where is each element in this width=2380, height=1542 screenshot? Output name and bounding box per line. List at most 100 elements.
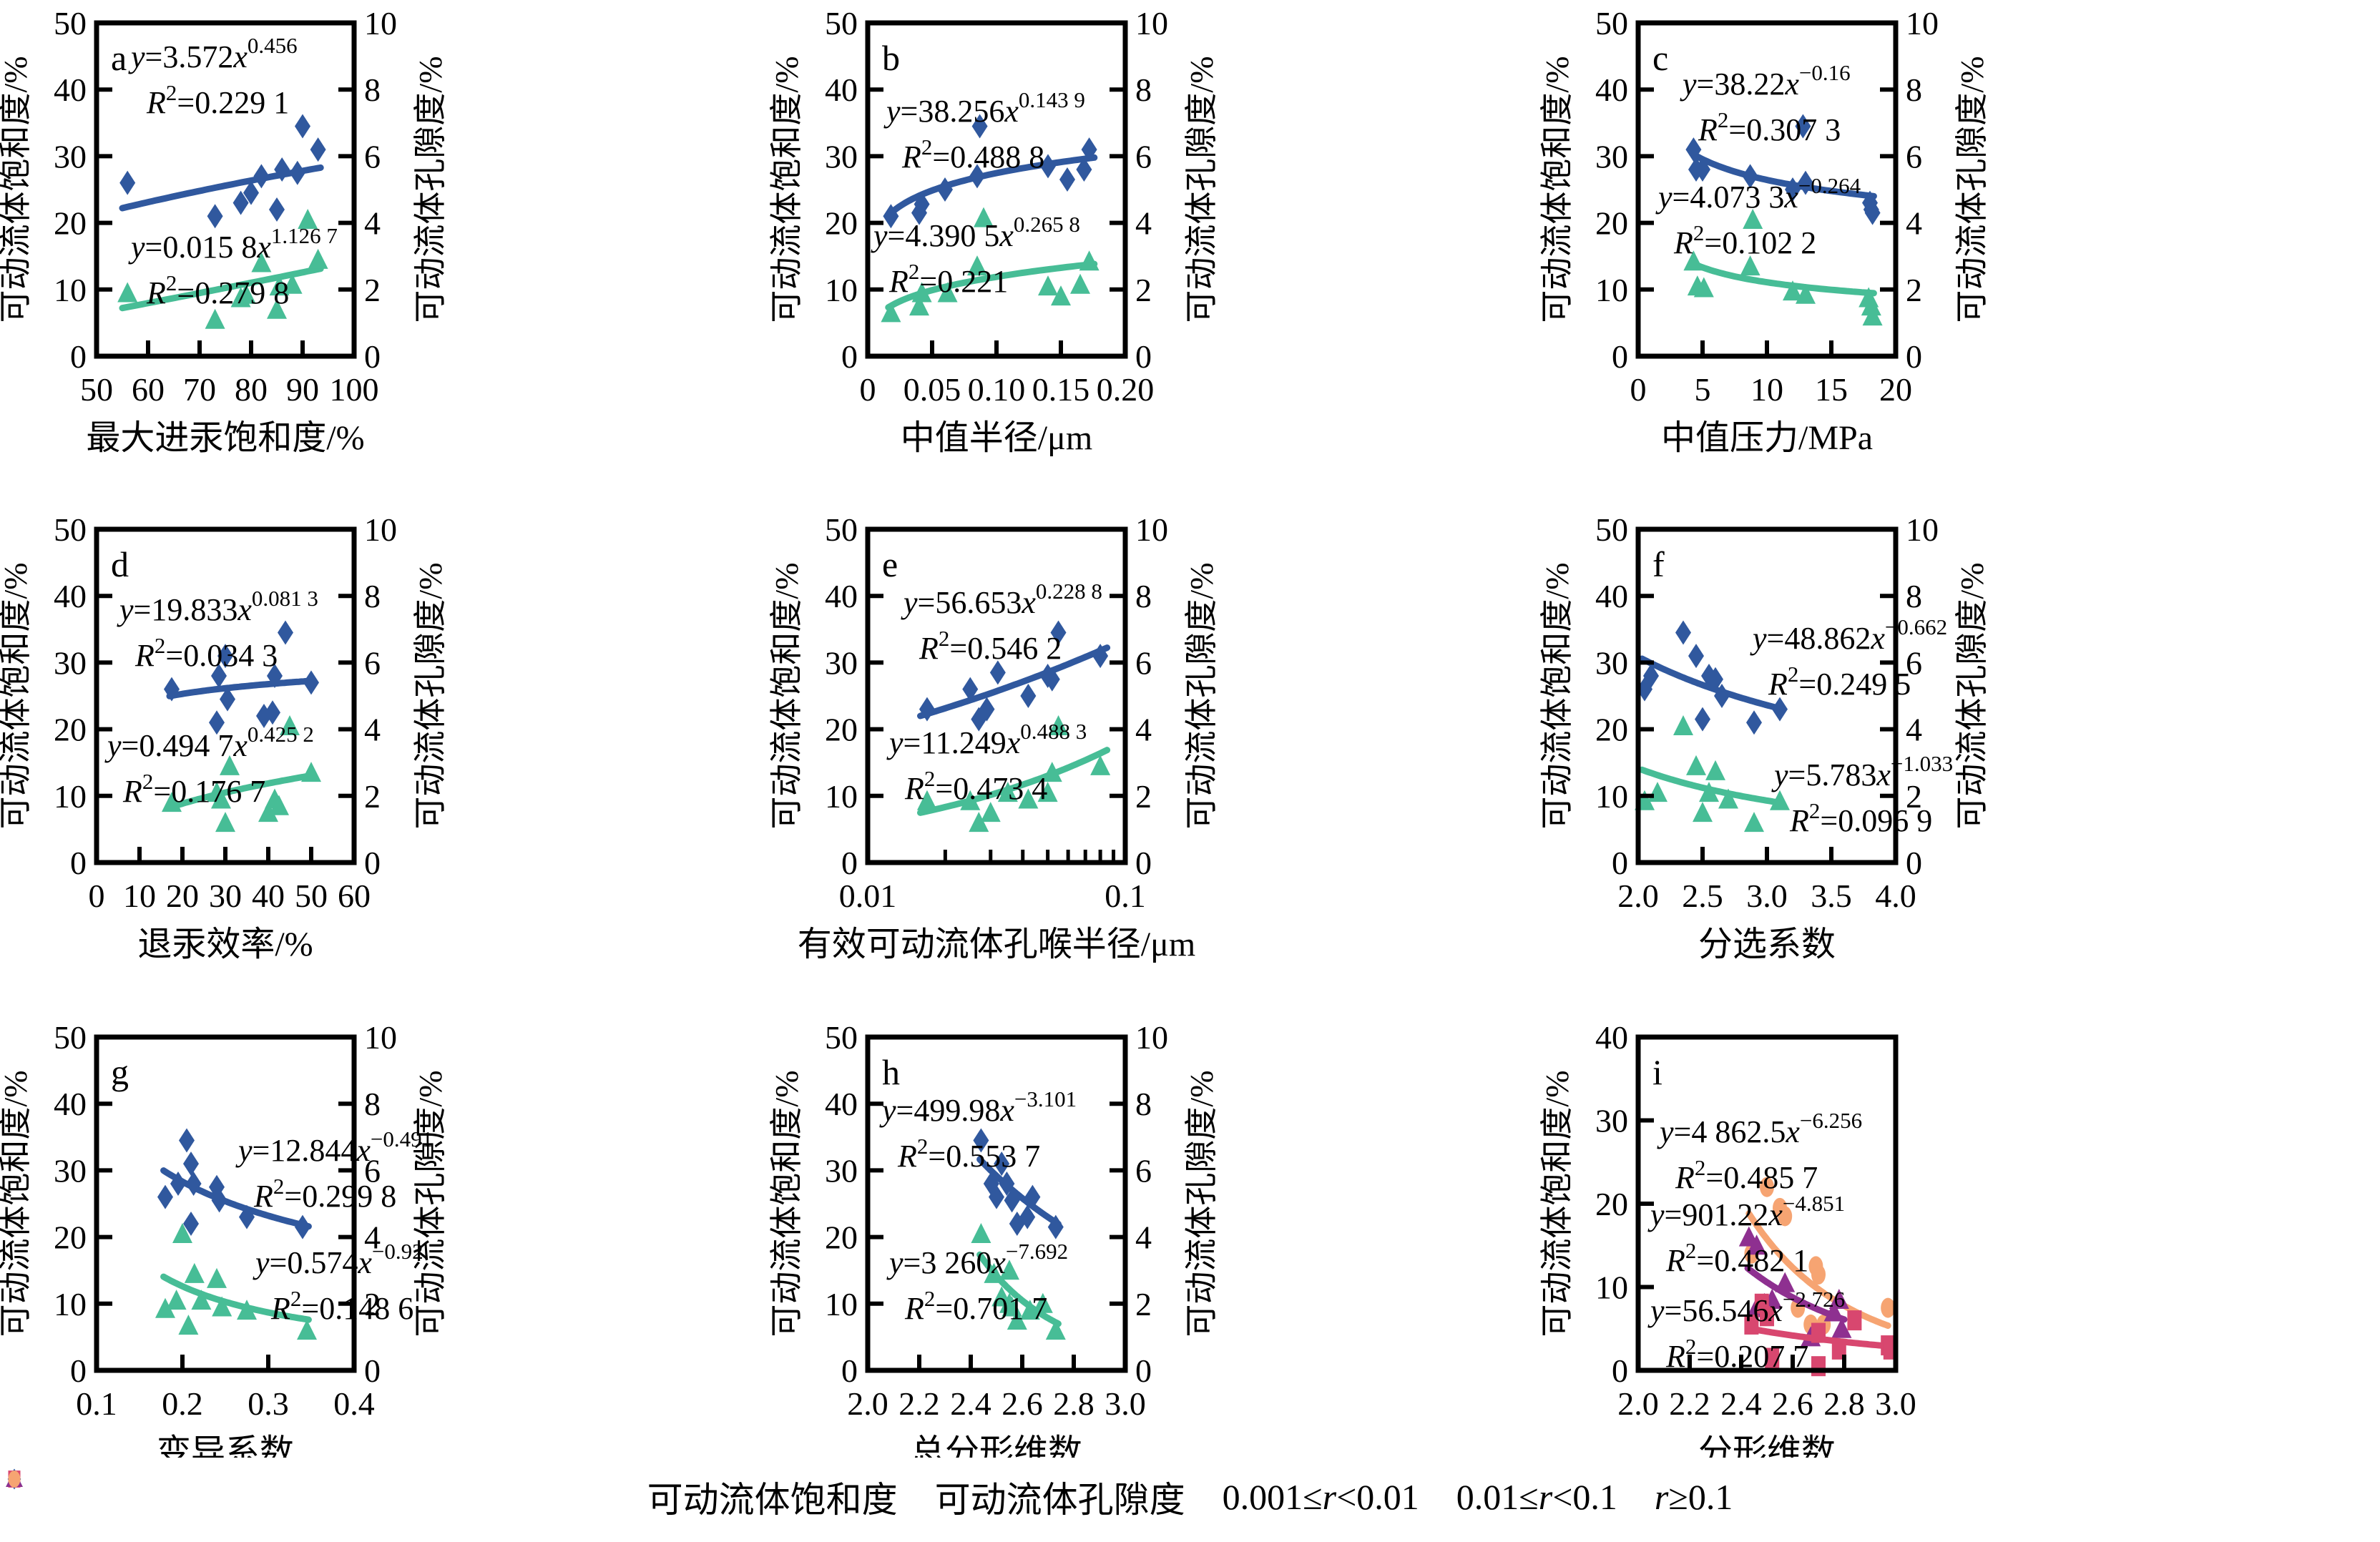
data-point-diamond [243, 180, 259, 205]
data-point-triangle [999, 1259, 1019, 1280]
y-tick-label: 20 [1595, 712, 1628, 748]
data-point-diamond [253, 164, 270, 189]
y2-tick-label: 10 [364, 511, 397, 548]
x-tick-label: 30 [209, 878, 242, 914]
data-point-triangle [1051, 285, 1071, 306]
data-point-diamond [1688, 644, 1704, 669]
data-point-triangle [960, 790, 981, 810]
x-tick-label: 0.05 [903, 371, 961, 408]
r-squared-label: R2=0.546 2 [919, 626, 1062, 666]
y-tick-label: 10 [54, 272, 87, 308]
x-tick-label: 0 [860, 371, 876, 408]
x-axis-label: 变异系数 [157, 1433, 294, 1458]
x-tick-label: 2.2 [1669, 1385, 1710, 1422]
data-point-triangle [184, 1262, 205, 1283]
x-tick-label: 0.2 [162, 1385, 203, 1422]
y2-tick-label: 2 [1906, 778, 1922, 815]
data-point-diamond [170, 1172, 186, 1197]
panel-letter: h [882, 1052, 900, 1092]
data-point-square [1811, 1322, 1826, 1343]
legend-item: 可动流体孔隙度 [6, 1470, 1185, 1523]
panel-letter: g [111, 1052, 129, 1092]
y2-tick-label: 2 [1135, 272, 1152, 308]
legend-item: r≥0.1 [8, 1470, 1733, 1518]
data-point-triangle [1032, 1292, 1053, 1313]
subplot-c: y=38.22x−0.16 R2=0.307 3 y=4.073 3x−0.264 R… [1539, 5, 1990, 457]
data-point-triangle [969, 812, 989, 833]
y-tick-label: 10 [825, 1286, 858, 1322]
panel-letter: f [1652, 544, 1665, 584]
y2-tick-label: 10 [1906, 5, 1939, 41]
y-tick-label: 30 [825, 1152, 858, 1189]
fit-curve [119, 164, 324, 212]
y2-tick-label: 0 [1906, 845, 1922, 881]
legend-label: 可动流体孔隙度 [934, 1480, 1185, 1520]
x-tick-label: 0.4 [333, 1385, 375, 1422]
y2-tick-label: 6 [364, 138, 381, 175]
y2-tick-label: 10 [1906, 511, 1939, 548]
y2-tick-label: 0 [364, 338, 381, 375]
data-point-triangle [1831, 1317, 1852, 1338]
x-tick-label: 2.6 [1002, 1385, 1043, 1422]
data-point-diamond [1020, 684, 1037, 708]
x-tick-label: 0 [89, 878, 105, 914]
y-tick-label: 40 [825, 1086, 858, 1122]
equation-label: y=499.98x−3.101 [879, 1086, 1077, 1128]
y-tick-label: 0 [841, 1352, 858, 1389]
data-point-diamond [278, 620, 293, 645]
y-tick-label: 20 [825, 1219, 858, 1256]
fit-curve [1689, 150, 1877, 200]
fit-curve [976, 1156, 1062, 1227]
data-point-diamond [157, 1184, 173, 1209]
panel-letter: c [1652, 38, 1668, 78]
plot-frame [865, 20, 1128, 359]
data-point-triangle [1673, 714, 1693, 735]
data-point-diamond [994, 1151, 1010, 1177]
x-tick-label: 2.0 [847, 1385, 888, 1422]
data-point-triangle [1090, 755, 1111, 775]
data-point-triangle [1683, 250, 1704, 271]
data-point-diamond [185, 1172, 202, 1197]
panel-letter: b [882, 38, 900, 78]
y-tick-label: 10 [54, 778, 87, 815]
data-point-diamond [220, 687, 235, 712]
subplot-a: y=3.572x0.456 R2=0.229 1 y=0.015 8x1.126 7… [0, 5, 449, 457]
plot-frame [865, 526, 1128, 865]
data-point-triangle [212, 1296, 232, 1317]
data-point-square [1811, 1356, 1826, 1377]
data-point-square [1765, 1347, 1780, 1368]
data-point-triangle [1647, 782, 1668, 802]
y2-tick-label: 4 [364, 205, 381, 242]
y2-tick-label: 0 [1135, 845, 1152, 881]
data-point-triangle [1861, 295, 1881, 316]
data-point-triangle [258, 802, 278, 822]
data-point-triangle [1038, 275, 1058, 296]
data-point-triangle [1743, 208, 1763, 229]
legend-label: 可动流体饱和度 [647, 1480, 898, 1520]
y-tick-label: 10 [825, 778, 858, 815]
data-point-diamond [1685, 137, 1702, 162]
y2-tick-label: 8 [364, 578, 381, 614]
subplot-b: y=38.256x0.143 9 R2=0.488 8 y=4.390 5x0.26… [768, 5, 1220, 457]
y-axis-label-left: 可动流体饱和度/% [0, 562, 34, 829]
y2-tick-label: 6 [364, 1152, 381, 1189]
equation-label: y=4.073 3x−0.264 [1655, 173, 1861, 215]
y2-tick-label: 2 [1906, 272, 1922, 308]
equation-label: y=56.546x−2.726 [1647, 1287, 1845, 1328]
y-tick-label: 30 [54, 644, 87, 681]
x-axis-label: 中值半径/μm [901, 419, 1092, 457]
y2-tick-label: 4 [1135, 712, 1152, 748]
data-point-diamond [239, 1204, 255, 1229]
r-squared-label: R2=0.176 7 [122, 769, 265, 809]
r-squared-label: R2=0.148 6 [270, 1286, 413, 1326]
data-point-triangle [267, 298, 287, 319]
y2-tick-label: 8 [1135, 1086, 1152, 1122]
y-tick-label: 50 [1595, 5, 1628, 41]
r-squared-label: R2=0.485 7 [1675, 1155, 1818, 1195]
y-tick-label: 20 [1595, 205, 1628, 242]
data-point-diamond [971, 114, 988, 139]
y-tick-label: 50 [825, 511, 858, 548]
legend: 可动流体饱和度 可动流体孔隙度 0.001≤r<0.01 0.01≤r<0.1 r≥0.… [0, 1458, 2380, 1536]
y-tick-label: 0 [841, 338, 858, 375]
